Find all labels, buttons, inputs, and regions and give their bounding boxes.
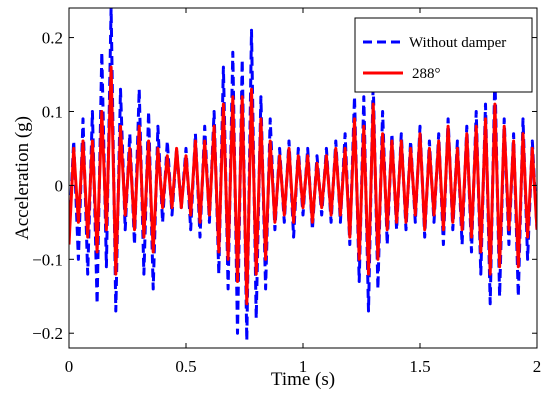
legend: Without damper 288° — [354, 17, 533, 93]
x-tick-label: 0 — [65, 357, 74, 376]
x-axis-label: Time (s) — [271, 369, 335, 390]
y-tick-label: −0.1 — [32, 250, 63, 269]
x-tick-label: 2 — [533, 357, 542, 376]
y-tick-label: 0 — [55, 176, 64, 195]
y-tick-label: 0.1 — [42, 102, 63, 121]
x-tick-label: 0.5 — [175, 357, 196, 376]
series-layer — [69, 8, 537, 343]
y-axis-label: Acceleration (g) — [12, 116, 33, 240]
y-tick-label: −0.2 — [32, 324, 63, 343]
legend-label-without-damper: Without damper — [409, 35, 506, 51]
legend-label-288: 288° — [412, 66, 441, 82]
x-tick-label: 1.5 — [409, 357, 430, 376]
series-line-288 — [69, 65, 537, 306]
legend-box — [354, 17, 533, 93]
axis-layer: 0 0.5 1 1.5 2 −0.2 −0.1 0 0.1 0.2 — [32, 8, 541, 376]
y-tick-label: 0.2 — [42, 29, 63, 48]
x-tick-label: 1 — [299, 357, 308, 376]
